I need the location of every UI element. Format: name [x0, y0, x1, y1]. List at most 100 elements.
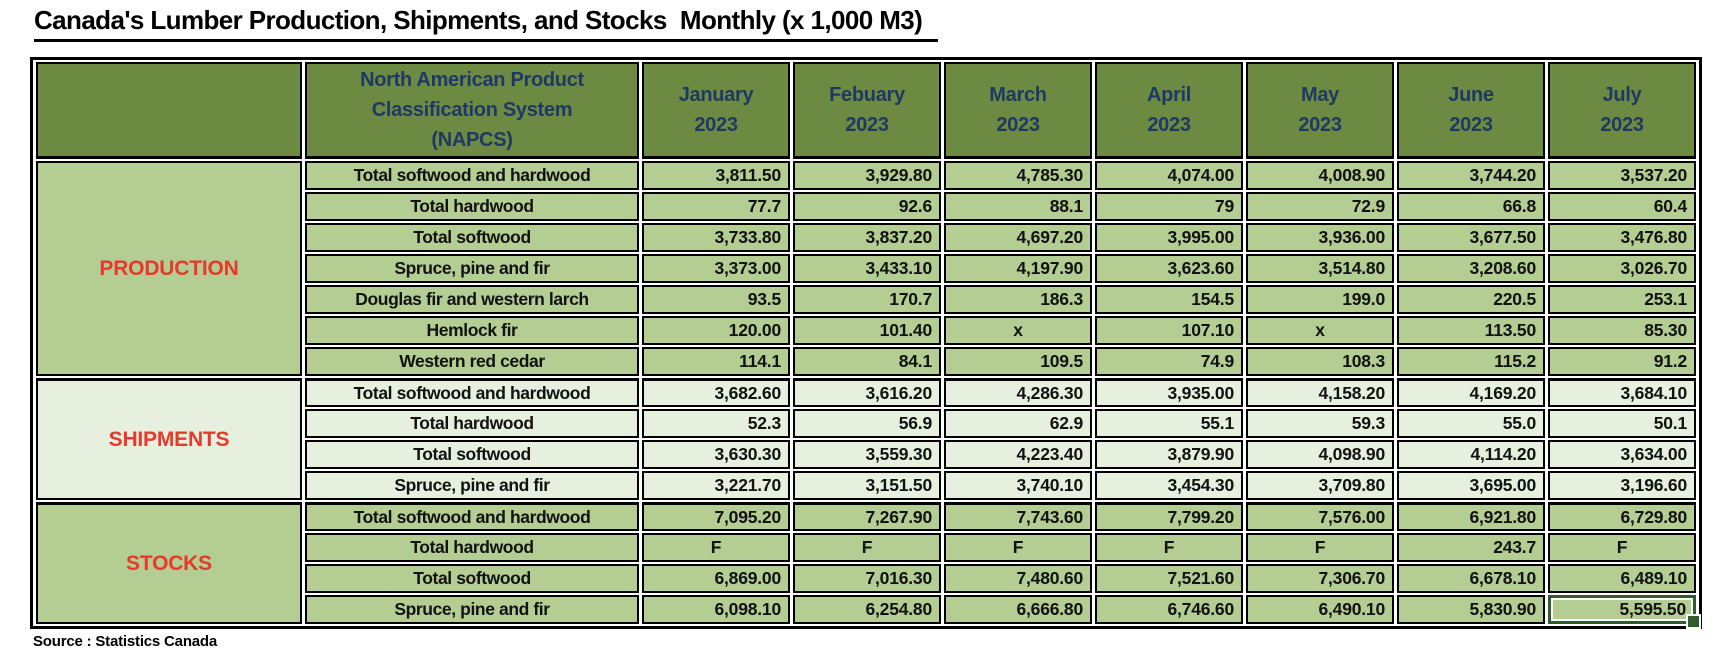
row-label[interactable]: Spruce, pine and fir: [305, 254, 639, 283]
data-cell[interactable]: 4,286.30: [944, 378, 1092, 407]
data-cell[interactable]: 85.30: [1548, 316, 1696, 345]
data-cell[interactable]: 120.00: [642, 316, 790, 345]
row-label[interactable]: Douglas fir and western larch: [305, 285, 639, 314]
data-cell[interactable]: 3,935.00: [1095, 378, 1243, 407]
month-header-febuary[interactable]: Febuary 2023: [793, 62, 941, 159]
row-label[interactable]: Total softwood and hardwood: [305, 161, 639, 190]
selected-cell[interactable]: 5,595.50: [1548, 595, 1701, 629]
data-cell[interactable]: 186.3: [944, 285, 1092, 314]
data-cell[interactable]: 79: [1095, 192, 1243, 221]
data-cell[interactable]: 4,158.20: [1246, 378, 1394, 407]
row-label[interactable]: Total softwood: [305, 223, 639, 252]
data-cell[interactable]: 3,623.60: [1095, 254, 1243, 283]
data-cell[interactable]: 3,879.90: [1095, 440, 1243, 469]
data-cell[interactable]: 4,223.40: [944, 440, 1092, 469]
data-cell[interactable]: 6,678.10: [1397, 564, 1545, 593]
data-cell[interactable]: 6,869.00: [642, 564, 790, 593]
data-cell[interactable]: 4,697.20: [944, 223, 1092, 252]
data-cell[interactable]: 3,630.30: [642, 440, 790, 469]
data-cell[interactable]: 52.3: [642, 409, 790, 438]
data-cell[interactable]: 5,830.90: [1397, 595, 1545, 624]
data-cell[interactable]: 56.9: [793, 409, 941, 438]
data-cell[interactable]: 115.2: [1397, 347, 1545, 376]
data-cell[interactable]: 3,026.70: [1548, 254, 1696, 283]
data-cell[interactable]: F: [944, 533, 1092, 562]
row-label[interactable]: Spruce, pine and fir: [305, 595, 639, 624]
month-header-january[interactable]: January 2023: [642, 62, 790, 159]
data-cell[interactable]: 3,936.00: [1246, 223, 1394, 252]
data-cell[interactable]: 3,514.80: [1246, 254, 1394, 283]
data-cell[interactable]: 66.8: [1397, 192, 1545, 221]
data-cell[interactable]: 3,740.10: [944, 471, 1092, 500]
data-cell[interactable]: 77.7: [642, 192, 790, 221]
month-header-april[interactable]: April 2023: [1095, 62, 1243, 159]
data-cell[interactable]: 3,684.10: [1548, 378, 1696, 407]
data-cell[interactable]: x: [944, 316, 1092, 345]
data-cell[interactable]: 107.10: [1095, 316, 1243, 345]
data-cell[interactable]: 3,373.00: [642, 254, 790, 283]
data-cell[interactable]: 6,489.10: [1548, 564, 1696, 593]
fill-handle[interactable]: [1686, 614, 1701, 629]
row-label[interactable]: Total softwood: [305, 564, 639, 593]
data-cell[interactable]: 7,267.90: [793, 502, 941, 531]
data-cell[interactable]: F: [642, 533, 790, 562]
data-cell[interactable]: 7,799.20: [1095, 502, 1243, 531]
data-cell[interactable]: 7,480.60: [944, 564, 1092, 593]
data-cell[interactable]: 62.9: [944, 409, 1092, 438]
data-cell[interactable]: 7,016.30: [793, 564, 941, 593]
data-cell[interactable]: 253.1: [1548, 285, 1696, 314]
data-cell[interactable]: 4,098.90: [1246, 440, 1394, 469]
data-cell[interactable]: 7,306.70: [1246, 564, 1394, 593]
data-cell[interactable]: 3,837.20: [793, 223, 941, 252]
month-header-march[interactable]: March 2023: [944, 62, 1092, 159]
data-cell[interactable]: 7,521.60: [1095, 564, 1243, 593]
row-label[interactable]: Total hardwood: [305, 192, 639, 221]
data-cell[interactable]: F: [1095, 533, 1243, 562]
data-cell[interactable]: 3,221.70: [642, 471, 790, 500]
data-cell[interactable]: 6,921.80: [1397, 502, 1545, 531]
data-cell[interactable]: 3,709.80: [1246, 471, 1394, 500]
data-cell[interactable]: 4,074.00: [1095, 161, 1243, 190]
data-cell[interactable]: x: [1246, 316, 1394, 345]
row-label[interactable]: Total softwood and hardwood: [305, 502, 639, 531]
data-cell[interactable]: 220.5: [1397, 285, 1545, 314]
row-label[interactable]: Spruce, pine and fir: [305, 471, 639, 500]
data-cell[interactable]: 59.3: [1246, 409, 1394, 438]
row-label[interactable]: Total softwood: [305, 440, 639, 469]
row-label[interactable]: Western red cedar: [305, 347, 639, 376]
data-cell[interactable]: 72.9: [1246, 192, 1394, 221]
data-cell[interactable]: 74.9: [1095, 347, 1243, 376]
data-cell[interactable]: 6,254.80: [793, 595, 941, 624]
data-cell[interactable]: 6,098.10: [642, 595, 790, 624]
data-cell[interactable]: 3,677.50: [1397, 223, 1545, 252]
data-cell[interactable]: F: [1548, 533, 1696, 562]
data-cell[interactable]: 3,208.60: [1397, 254, 1545, 283]
data-cell[interactable]: 108.3: [1246, 347, 1394, 376]
data-cell[interactable]: F: [1246, 533, 1394, 562]
data-cell[interactable]: 4,197.90: [944, 254, 1092, 283]
data-cell[interactable]: 4,785.30: [944, 161, 1092, 190]
napcs-header-cell[interactable]: North American Product Classification Sys…: [305, 62, 639, 159]
data-cell[interactable]: 3,733.80: [642, 223, 790, 252]
data-cell[interactable]: 88.1: [944, 192, 1092, 221]
data-cell[interactable]: 55.0: [1397, 409, 1545, 438]
data-cell[interactable]: 154.5: [1095, 285, 1243, 314]
data-cell[interactable]: 3,682.60: [642, 378, 790, 407]
data-cell[interactable]: 113.50: [1397, 316, 1545, 345]
data-cell[interactable]: 93.5: [642, 285, 790, 314]
row-label[interactable]: Total hardwood: [305, 533, 639, 562]
data-cell[interactable]: 101.40: [793, 316, 941, 345]
section-label-stocks[interactable]: STOCKS: [36, 502, 302, 624]
data-cell[interactable]: 3,476.80: [1548, 223, 1696, 252]
row-label[interactable]: Total softwood and hardwood: [305, 378, 639, 407]
corner-cell[interactable]: [36, 62, 302, 159]
data-cell[interactable]: 50.1: [1548, 409, 1696, 438]
data-cell[interactable]: 6,729.80: [1548, 502, 1696, 531]
data-cell[interactable]: 3,559.30: [793, 440, 941, 469]
data-cell[interactable]: 84.1: [793, 347, 941, 376]
data-cell[interactable]: 91.2: [1548, 347, 1696, 376]
data-cell[interactable]: 3,634.00: [1548, 440, 1696, 469]
data-cell[interactable]: 3,929.80: [793, 161, 941, 190]
data-cell[interactable]: 114.1: [642, 347, 790, 376]
month-header-july[interactable]: July 2023: [1548, 62, 1696, 159]
